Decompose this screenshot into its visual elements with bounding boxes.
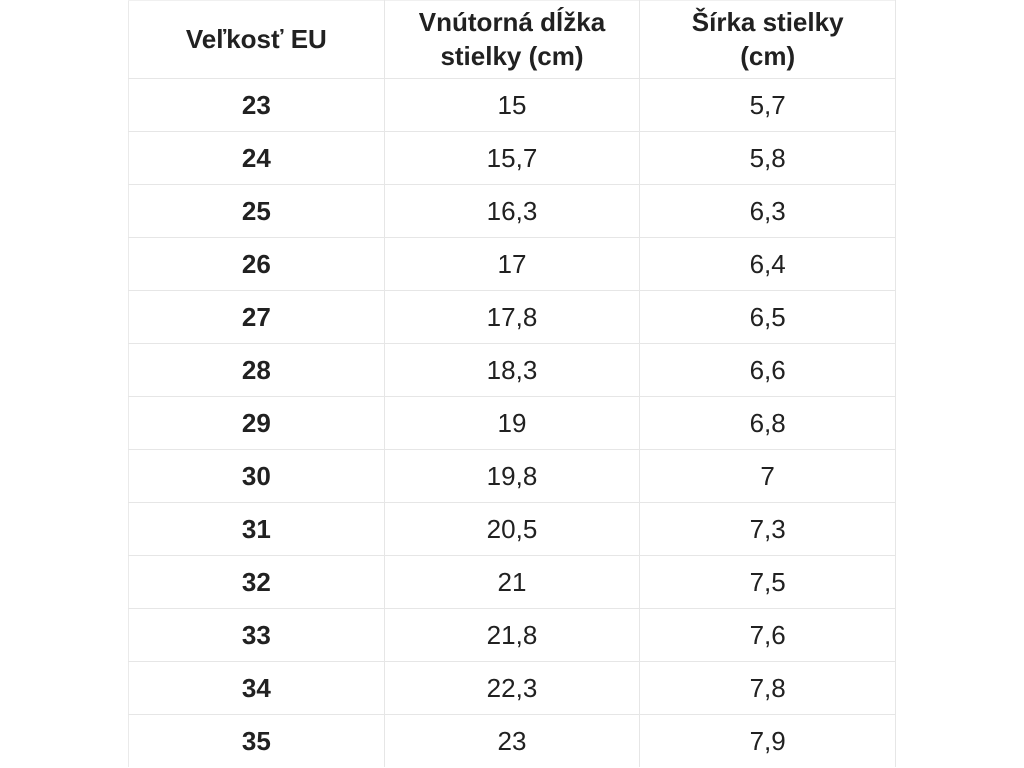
insole-width-cell: 6,4 [639, 237, 896, 291]
insole-length-cell: 15,7 [383, 131, 641, 185]
size-eu-cell: 31 [128, 502, 385, 556]
insole-length-cell: 19 [383, 396, 641, 450]
insole-length-cell: 21,8 [383, 608, 641, 662]
size-eu-cell: 23 [128, 78, 385, 132]
insole-width-cell: 6,8 [639, 396, 896, 450]
header-insole-length: Vnútorná dĺžka stielky (cm) [383, 0, 641, 79]
header-insole-width: Šírka stielky (cm) [639, 0, 896, 79]
insole-length-cell: 15 [383, 78, 641, 132]
insole-width-cell: 5,8 [639, 131, 896, 185]
size-eu-cell: 32 [128, 555, 385, 609]
table-row: 26 17 6,4 [128, 237, 896, 291]
table-row: 32 21 7,5 [128, 555, 896, 609]
size-eu-cell: 35 [128, 714, 385, 767]
insole-width-cell: 6,6 [639, 343, 896, 397]
table-row: 28 18,3 6,6 [128, 343, 896, 397]
insole-length-cell: 19,8 [383, 449, 641, 503]
header-size-eu: Veľkosť EU [128, 0, 385, 79]
size-eu-cell: 25 [128, 184, 385, 238]
insole-length-cell: 18,3 [383, 343, 641, 397]
table-body: 23 15 5,7 24 15,7 5,8 25 16,3 6,3 26 17 … [128, 78, 896, 767]
insole-width-cell: 7,8 [639, 661, 896, 715]
table-row: 29 19 6,8 [128, 396, 896, 450]
insole-width-cell: 7,5 [639, 555, 896, 609]
size-eu-cell: 27 [128, 290, 385, 344]
insole-length-cell: 20,5 [383, 502, 641, 556]
insole-width-cell: 6,5 [639, 290, 896, 344]
insole-length-cell: 21 [383, 555, 641, 609]
table-row: 24 15,7 5,8 [128, 131, 896, 185]
insole-length-cell: 23 [383, 714, 641, 767]
table-header: Veľkosť EU Vnútorná dĺžka stielky (cm) Š… [128, 0, 896, 79]
insole-length-cell: 16,3 [383, 184, 641, 238]
table-row: 35 23 7,9 [128, 714, 896, 767]
insole-length-cell: 17 [383, 237, 641, 291]
size-eu-cell: 28 [128, 343, 385, 397]
table-row: 25 16,3 6,3 [128, 184, 896, 238]
table-row: 27 17,8 6,5 [128, 290, 896, 344]
table-row: 23 15 5,7 [128, 78, 896, 132]
insole-width-cell: 7,9 [639, 714, 896, 767]
insole-length-cell: 17,8 [383, 290, 641, 344]
insole-width-cell: 7,6 [639, 608, 896, 662]
insole-width-cell: 7,3 [639, 502, 896, 556]
size-eu-cell: 33 [128, 608, 385, 662]
shoe-size-table: Veľkosť EU Vnútorná dĺžka stielky (cm) Š… [128, 0, 896, 767]
table-row: 31 20,5 7,3 [128, 502, 896, 556]
insole-width-cell: 5,7 [639, 78, 896, 132]
size-eu-cell: 29 [128, 396, 385, 450]
header-row: Veľkosť EU Vnútorná dĺžka stielky (cm) Š… [128, 0, 896, 79]
table-row: 30 19,8 7 [128, 449, 896, 503]
size-eu-cell: 26 [128, 237, 385, 291]
size-eu-cell: 24 [128, 131, 385, 185]
insole-width-cell: 7 [639, 449, 896, 503]
insole-width-cell: 6,3 [639, 184, 896, 238]
size-eu-cell: 30 [128, 449, 385, 503]
table-row: 33 21,8 7,6 [128, 608, 896, 662]
table-row: 34 22,3 7,8 [128, 661, 896, 715]
size-eu-cell: 34 [128, 661, 385, 715]
size-chart-container: Veľkosť EU Vnútorná dĺžka stielky (cm) Š… [128, 0, 896, 768]
insole-length-cell: 22,3 [383, 661, 641, 715]
